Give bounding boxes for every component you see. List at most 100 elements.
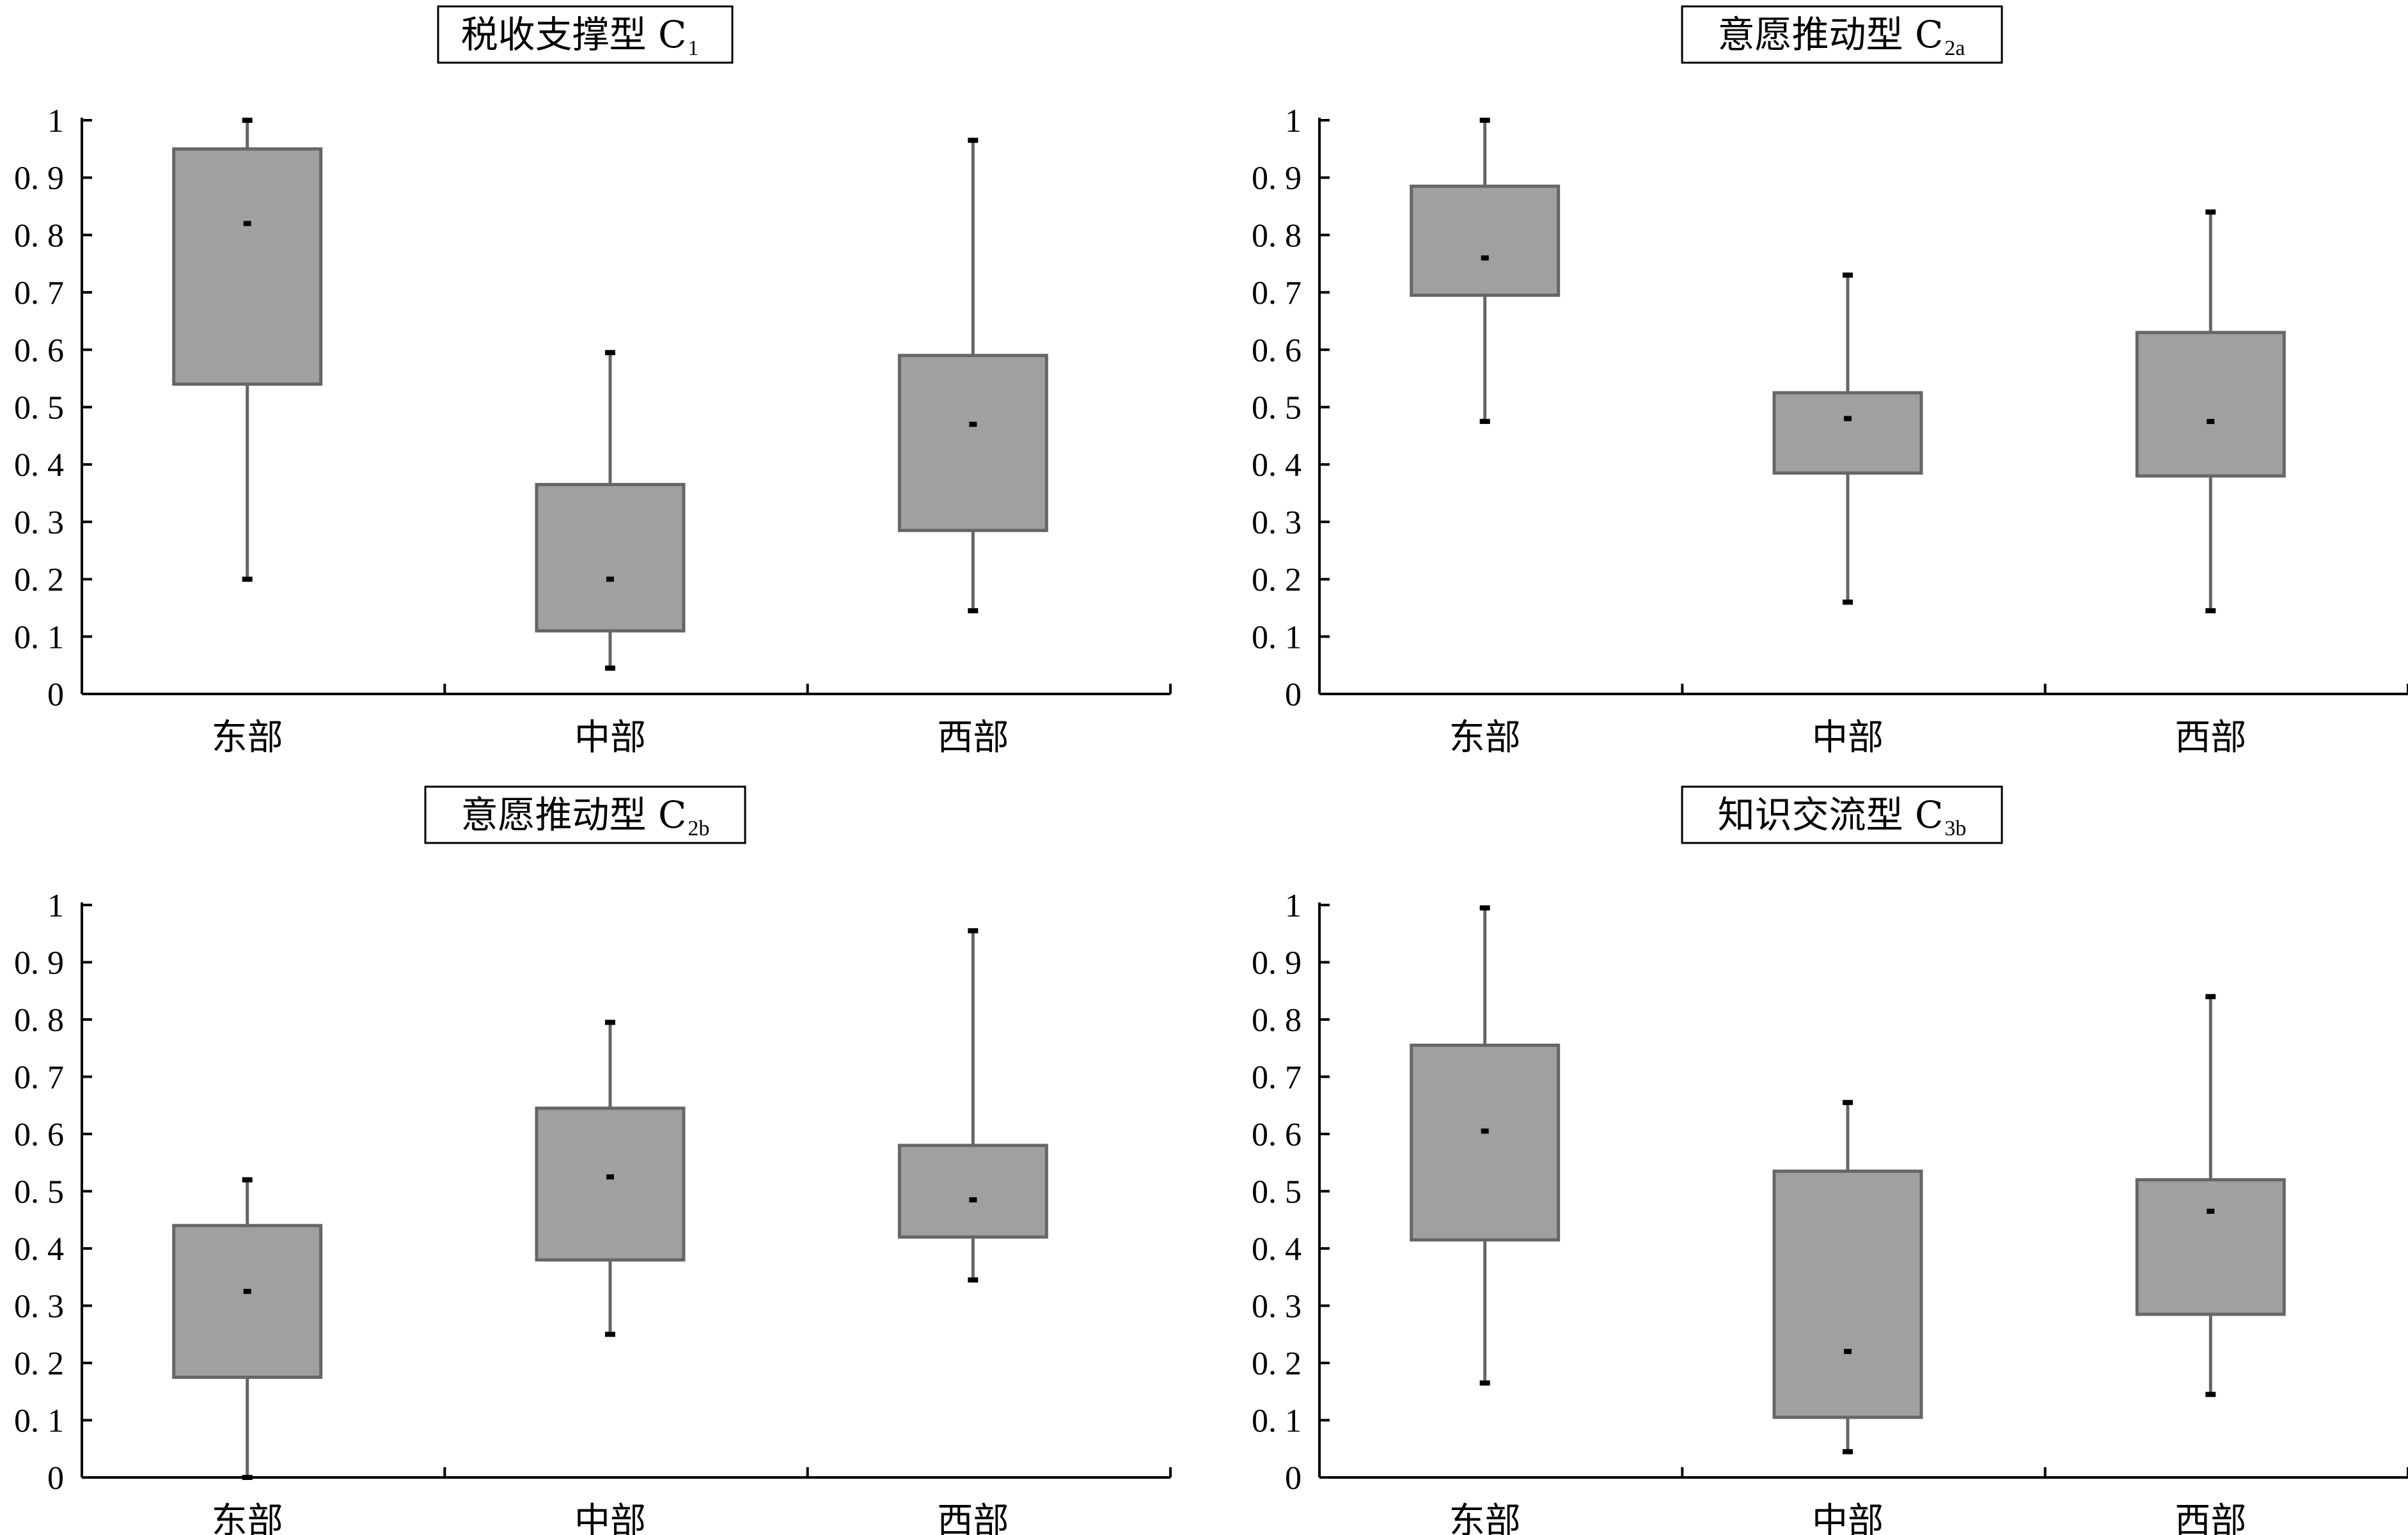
y-tick-label: 0. 2 (14, 562, 64, 599)
y-tick-label: 0. 1 (14, 1403, 64, 1440)
y-tick-label: 1 (47, 888, 64, 924)
box-3 (897, 928, 1048, 1283)
title-frame (424, 785, 746, 844)
x-category-label: 西部 (937, 717, 1009, 759)
y-tick-label: 0. 7 (14, 1060, 64, 1096)
y-tick-label: 0. 7 (1252, 1060, 1302, 1096)
y-tick-label: 0. 6 (14, 1117, 64, 1153)
y-tick-label: 0. 7 (14, 275, 64, 311)
title-text: 意愿推动型 C (461, 793, 687, 837)
x-category-label: 东部 (1449, 717, 1521, 759)
chart-panel-1: 税收支撑型 C 100. 10. 20. 30. 40. 50. 60. 70. … (14, 5, 1172, 759)
chart-panel-4: 知识交流型 C 3b 0 0. 1 0. 2 0. 3 0. 4 0. 5 0. 6 0. 7 0.… (1252, 785, 2408, 1535)
y-tick-label: 0 (47, 677, 64, 713)
title-text: 意愿推动型 C (1718, 13, 1944, 56)
y-tick-label: 0. 1 (1252, 619, 1302, 656)
y-tick-label: 0. 6 (1252, 1117, 1302, 1153)
box-1 (172, 1177, 323, 1480)
x-category-label: 西部 (937, 1500, 1009, 1535)
box-1 (1410, 905, 1561, 1386)
median-marker (2207, 418, 2215, 424)
chart-panel-3: 意愿推动型 C 2b 0 0. 1 0. 2 0. 3 0. 4 0. 5 0. 6 0. 7 0.… (14, 785, 1172, 1535)
median-marker (606, 1174, 614, 1180)
y-tick-label: 0. 4 (1252, 447, 1302, 484)
y-tick-label: 0. 1 (14, 619, 64, 656)
x-category-label: 东部 (212, 717, 283, 759)
iqr-box (172, 1224, 323, 1379)
median-marker (1844, 1349, 1852, 1355)
x-category-label: 中部 (1812, 717, 1884, 759)
y-tick-label: 0. 3 (14, 1289, 64, 1325)
chart-panel-2: 意愿推动型 C 2a 0 0. 1 0. 2 0. 3 0. 4 0. 5 0. 6 0. 7 0.… (1252, 5, 2408, 759)
box-1 (172, 118, 323, 582)
box-3 (897, 138, 1048, 613)
iqr-box (2135, 331, 2286, 478)
y-tick-label: 0. 1 (1252, 1403, 1302, 1440)
x-category-label: 中部 (574, 717, 646, 759)
y-tick-label: 0. 5 (14, 1174, 64, 1211)
y-tick-label: 1 (1285, 103, 1302, 139)
iqr-box (2135, 1178, 2286, 1316)
chart-title: 意愿推动型 C 2b (424, 785, 746, 844)
box-2 (1772, 1099, 1923, 1454)
y-tick-label: 0. 2 (1252, 1346, 1302, 1382)
title-frame (1681, 5, 2003, 64)
y-tick-label: 0 (1285, 1460, 1302, 1497)
iqr-box (1410, 184, 1561, 297)
y-tick-label: 0. 9 (1252, 945, 1302, 982)
y-tick-label: 0. 6 (14, 333, 64, 369)
x-category-label: 东部 (1449, 1500, 1521, 1535)
y-tick-label: 0. 8 (14, 217, 64, 254)
x-category-label: 西部 (2175, 1500, 2246, 1535)
y-tick-label: 0. 9 (14, 161, 64, 197)
x-category-label: 中部 (1812, 1500, 1884, 1535)
y-tick-label: 1 (47, 103, 64, 139)
median-marker (243, 1289, 251, 1295)
y-tick-label: 0. 9 (14, 945, 64, 982)
y-tick-label: 0. 5 (14, 390, 64, 427)
iqr-box (897, 1144, 1048, 1239)
y-tick-label: 0. 3 (1252, 505, 1302, 541)
y-tick-label: 0. 3 (14, 505, 64, 541)
x-category-label: 中部 (574, 1500, 646, 1535)
median-marker (1844, 416, 1852, 421)
iqr-box (1772, 391, 1923, 475)
chart-title: 知识交流型 C 3b (1681, 785, 2003, 844)
y-tick-label: 0. 8 (14, 1002, 64, 1039)
median-marker (243, 221, 251, 226)
y-tick-label: 0. 4 (14, 1231, 64, 1268)
median-marker (2207, 1208, 2215, 1214)
y-tick-label: 0. 4 (1252, 1231, 1302, 1268)
x-category-label: 东部 (212, 1500, 283, 1535)
x-category-label: 西部 (2175, 717, 2246, 759)
y-tick-label: 0. 4 (14, 447, 64, 484)
box-3 (2135, 994, 2286, 1397)
y-tick-label: 0. 5 (1252, 1174, 1302, 1211)
median-marker (1481, 255, 1489, 261)
y-tick-label: 0 (47, 1460, 64, 1497)
title-subscript: 2a (1944, 36, 1965, 60)
title-frame (1681, 785, 2003, 844)
iqr-box (535, 1106, 686, 1262)
y-tick-label: 0. 8 (1252, 217, 1302, 254)
y-tick-label: 0. 7 (1252, 275, 1302, 311)
title-subscript: 2b (688, 817, 709, 840)
iqr-box (1772, 1169, 1923, 1419)
median-marker (1481, 1128, 1489, 1134)
chart-title: 意愿推动型 C 2a (1681, 5, 2003, 64)
y-tick-label: 1 (1285, 888, 1302, 924)
y-tick-label: 0 (1285, 677, 1302, 713)
box-1 (1410, 118, 1561, 424)
median-marker (969, 421, 977, 427)
title-text: 知识交流型 C (1718, 793, 1944, 837)
title-subscript: 1 (688, 36, 698, 60)
y-tick-label: 0. 2 (14, 1346, 64, 1382)
title-frame (437, 5, 734, 64)
iqr-box (897, 354, 1048, 532)
title-subscript: 3b (1944, 817, 1966, 840)
iqr-box (1410, 1043, 1561, 1242)
box-3 (2135, 209, 2286, 613)
title-text: 税收支撑型 C (461, 13, 687, 56)
